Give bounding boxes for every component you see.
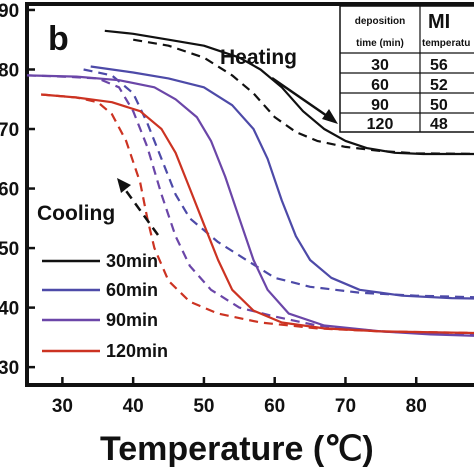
series-layer	[26, 29, 474, 337]
legend: 30min 60min 90min 120min	[42, 251, 168, 361]
table-background	[339, 5, 474, 133]
y-tick-label: 40	[0, 299, 19, 320]
x-tick-label: 40	[123, 396, 144, 417]
heating-annotation: Heating	[220, 46, 297, 69]
legend-label-30min: 30min	[106, 251, 158, 271]
table-cell-temp: 50	[430, 97, 448, 114]
table-cell-time: 90	[371, 97, 389, 114]
heating-arrowhead	[322, 109, 338, 124]
y-tick-label: 30	[0, 358, 19, 379]
legend-label-90min: 90min	[106, 310, 158, 330]
x-tick-label: 70	[335, 396, 356, 417]
cooling-arrowhead	[117, 178, 131, 193]
y-tick-label: 50	[0, 239, 19, 260]
y-tick-label: 90	[0, 1, 19, 22]
y-tick-label: 60	[0, 180, 19, 201]
table-header-col2-line1: MI	[428, 11, 450, 33]
x-tick-label: 60	[264, 396, 285, 417]
table-header-col1-line1: deposition	[355, 16, 406, 27]
table-cell-temp: 52	[430, 77, 448, 94]
series-line-cooling-120min	[41, 93, 474, 335]
x-tick-label: 30	[52, 396, 73, 417]
cooling-annotation: Cooling	[37, 202, 115, 225]
legend-label-60min: 60min	[106, 280, 158, 300]
cooling-arrow	[122, 187, 160, 236]
table-header-col2-line2: temperatu	[422, 38, 470, 49]
series-line-heating-30min	[104, 29, 474, 156]
series-line-cooling-90min	[26, 74, 474, 337]
y-tick-label: 80	[0, 60, 19, 81]
legend-label-120min: 120min	[106, 341, 168, 361]
x-axis-label: Temperature (℃)	[100, 430, 374, 468]
table-cell-temp: 48	[430, 116, 448, 133]
panel-label: b	[48, 20, 69, 58]
table-cell-time: 30	[371, 57, 389, 74]
table-cell-temp: 56	[430, 57, 448, 74]
heating-arrow	[271, 76, 331, 120]
table-cell-time: 60	[371, 77, 389, 94]
series-line-heating-120min	[41, 93, 474, 335]
x-tick-label: 50	[193, 396, 214, 417]
y-axis: 30 40 50 60 70 80 90	[0, 1, 35, 379]
series-line-cooling-60min	[83, 68, 474, 299]
x-tick-label: 80	[406, 396, 427, 417]
y-tick-label: 70	[0, 120, 19, 141]
plot-frame	[25, 2, 474, 387]
series-line-cooling-30min	[133, 38, 474, 155]
table-header-col1-line2: time (min)	[356, 38, 404, 49]
x-axis: 30 40 50 60 70 80	[52, 377, 427, 417]
inset-table: deposition time (min) MI temperatu 30 56…	[339, 5, 474, 133]
table-cell-time: 120	[367, 116, 394, 133]
